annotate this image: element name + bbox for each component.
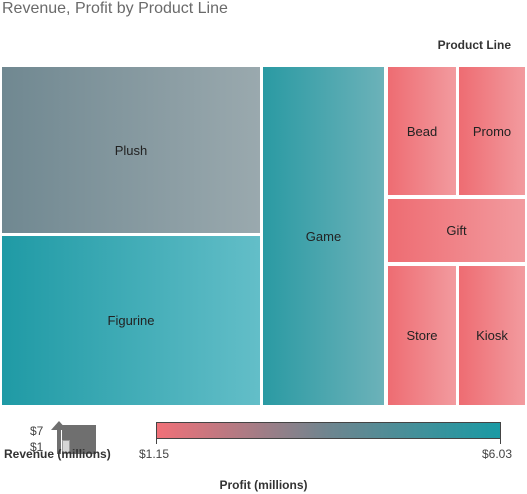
tile-label: Gift [446, 223, 467, 238]
color-legend-tick-max [500, 439, 501, 444]
legend-title: Product Line [437, 38, 511, 52]
size-legend-max-label: $7 [30, 424, 44, 438]
color-legend-tick-min [156, 439, 157, 444]
size-legend-min-label: $1 [30, 440, 44, 454]
tile-plush[interactable]: Plush [2, 67, 260, 233]
tile-promo[interactable]: Promo [459, 67, 525, 195]
tile-figurine[interactable]: Figurine [2, 236, 260, 405]
tile-label: Kiosk [476, 328, 508, 343]
tile-store[interactable]: Store [388, 266, 456, 405]
chart-title: Revenue, Profit by Product Line [2, 0, 228, 17]
color-legend-max-label: $6.03 [482, 447, 513, 461]
tile-label: Figurine [107, 313, 155, 328]
tile-label: Plush [114, 142, 148, 158]
tile-game[interactable]: Game [263, 67, 384, 405]
tile-gift[interactable]: Gift [388, 199, 525, 262]
size-legend-title: Revenue (millions) [4, 447, 111, 461]
color-legend-bar [156, 422, 501, 439]
size-legend-arrow-icon [51, 421, 67, 430]
tile-label: Game [305, 228, 342, 244]
tile-label: Bead [406, 123, 438, 139]
tile-kiosk[interactable]: Kiosk [459, 266, 525, 405]
color-legend-title: Profit (millions) [219, 478, 308, 492]
tile-label: Promo [472, 123, 512, 139]
size-legend-small-box [62, 440, 70, 454]
size-legend-arrow-shaft [57, 430, 61, 454]
tile-bead[interactable]: Bead [388, 67, 456, 195]
color-legend-min-label: $1.15 [139, 447, 170, 461]
tile-label: Store [406, 328, 438, 343]
